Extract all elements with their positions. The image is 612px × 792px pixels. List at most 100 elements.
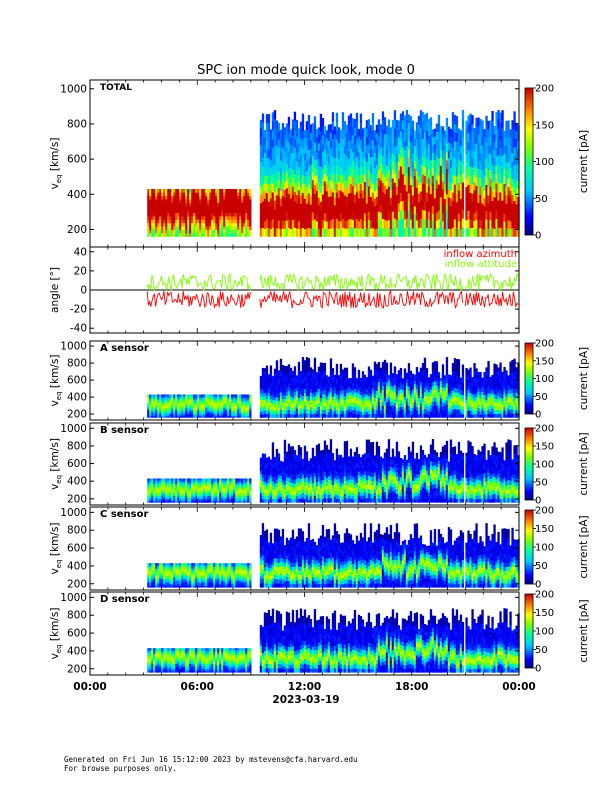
heatmap-cell [173, 189, 176, 193]
heatmap-cell [165, 404, 168, 407]
heatmap-cell [443, 387, 447, 391]
heatmap-cell [291, 387, 295, 392]
heatmap-cell [445, 194, 449, 203]
heatmap-cell [509, 213, 512, 222]
heatmap-cell [425, 396, 429, 401]
heatmap-cell [377, 413, 381, 418]
heatmap-cell [387, 136, 391, 145]
heatmap-cell [333, 411, 337, 415]
heatmap-cell [431, 221, 435, 230]
heatmap-cell [469, 381, 472, 386]
heatmap-cell [457, 159, 461, 168]
heatmap-cell [353, 127, 357, 137]
heatmap-cell [397, 228, 401, 237]
heatmap-cell [189, 396, 192, 399]
heatmap-cell [379, 381, 383, 386]
heatmap-cell [515, 212, 518, 221]
heatmap-cell [229, 192, 232, 197]
heatmap-cell [477, 228, 480, 237]
heatmap-cell [479, 135, 482, 145]
heatmap-cell [477, 126, 480, 135]
heatmap-cell [353, 177, 357, 187]
heatmap-cell [223, 205, 226, 210]
heatmap-cell [197, 233, 200, 237]
heatmap-cell [277, 380, 281, 385]
heatmap-cell [277, 122, 281, 132]
heatmap-cell [215, 399, 218, 402]
heatmap-cell [455, 184, 459, 194]
heatmap-cell [301, 387, 305, 392]
heatmap-cell [277, 414, 281, 418]
heatmap-cell [197, 410, 200, 413]
heatmap-cell [237, 216, 240, 220]
heatmap-cell [231, 402, 234, 405]
heatmap-cell [149, 394, 152, 397]
heatmap-cell [445, 387, 449, 392]
heatmap-cell [431, 175, 435, 184]
heatmap-cell [361, 407, 365, 412]
heatmap-cell [221, 199, 224, 203]
heatmap-cell [349, 406, 353, 410]
heatmap-cell [423, 404, 427, 410]
heatmap-cell [419, 110, 423, 120]
heatmap-cell [333, 387, 337, 391]
heatmap-cell [349, 192, 353, 202]
heatmap-cell [291, 144, 295, 154]
heatmap-cell [427, 400, 431, 404]
heatmap-cell [373, 221, 377, 230]
heatmap-cell [489, 219, 492, 229]
heatmap-cell [349, 386, 353, 390]
heatmap-cell [335, 402, 339, 407]
heatmap-cell [283, 373, 287, 378]
heatmap-cell [163, 192, 166, 197]
heatmap-cell [373, 389, 377, 394]
heatmap-cell [403, 184, 407, 194]
heatmap-cell [441, 402, 445, 407]
heatmap-cell [317, 392, 321, 396]
heatmap-cell [229, 397, 232, 400]
heatmap-cell [219, 222, 222, 227]
heatmap-cell [495, 165, 498, 175]
heatmap-cell [481, 408, 484, 412]
heatmap-cell [349, 166, 353, 176]
heatmap-cell [479, 194, 482, 204]
heatmap-cell [305, 395, 309, 401]
heatmap-cell [477, 411, 480, 415]
heatmap-cell [457, 151, 461, 160]
heatmap-cell [339, 129, 343, 138]
heatmap-cell [405, 372, 409, 377]
heatmap-cell [423, 184, 427, 194]
heatmap-cell [347, 176, 351, 185]
heatmap-cell [277, 204, 281, 213]
heatmap-cell [181, 399, 184, 402]
heatmap-cell [419, 367, 423, 372]
heatmap-cell [233, 216, 236, 220]
heatmap-cell [291, 152, 295, 162]
heatmap-cell [405, 395, 409, 399]
heatmap-cell [425, 382, 429, 386]
heatmap-cell [435, 123, 439, 132]
heatmap-cell [191, 205, 194, 210]
heatmap-cell [387, 119, 391, 129]
heatmap-cell [247, 233, 250, 237]
heatmap-cell [199, 233, 202, 237]
heatmap-cell [431, 205, 435, 214]
heatmap-cell [413, 383, 417, 388]
heatmap-cell [275, 145, 279, 154]
heatmap-cell [277, 400, 281, 405]
heatmap-cell [249, 414, 252, 417]
heatmap-cell [457, 221, 461, 229]
heatmap-cell [213, 399, 216, 402]
heatmap-cell [165, 192, 168, 197]
heatmap-cell [345, 374, 349, 379]
heatmap-cell [475, 177, 478, 186]
heatmap-cell [445, 151, 449, 161]
heatmap-cell [211, 202, 214, 207]
heatmap-cell [381, 138, 385, 148]
heatmap-cell [149, 212, 152, 217]
heatmap-cell [303, 388, 307, 394]
heatmap-cell [507, 128, 510, 138]
heatmap-cell [411, 389, 415, 393]
heatmap-cell [297, 413, 301, 418]
heatmap-cell [319, 374, 323, 379]
